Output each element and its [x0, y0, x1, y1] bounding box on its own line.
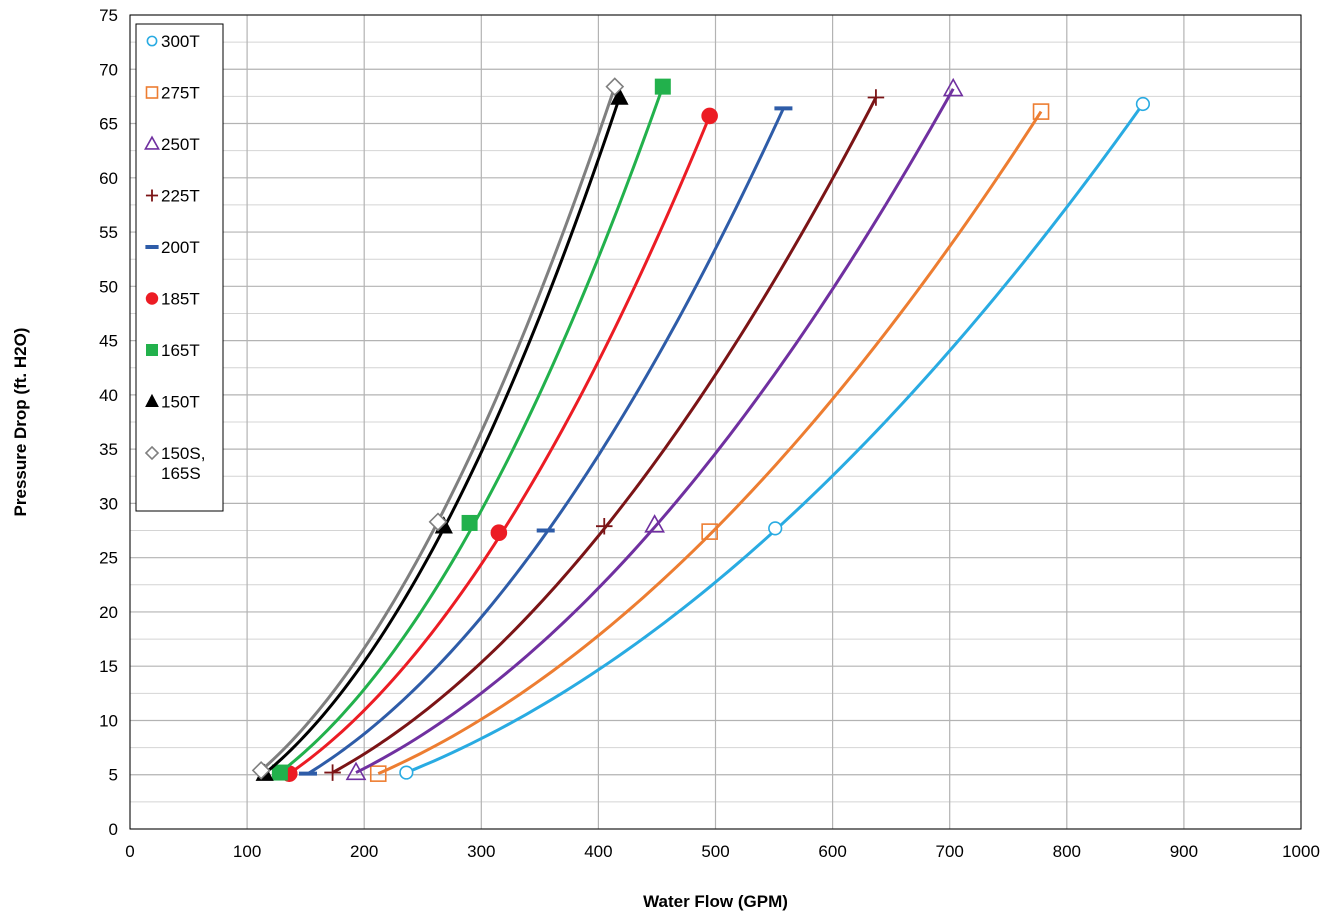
y-tick-label: 15 — [99, 657, 118, 676]
legend-label: 300T — [161, 32, 200, 51]
legend-item: 250T — [144, 135, 200, 154]
data-point — [1135, 96, 1151, 112]
legend-marker — [146, 344, 158, 356]
y-tick-label: 10 — [99, 711, 118, 730]
series-250t — [345, 77, 964, 781]
data-point — [701, 107, 718, 125]
series-line — [377, 110, 1043, 776]
data-point — [251, 761, 271, 780]
x-tick-label: 700 — [936, 842, 964, 861]
legend-marker — [144, 445, 160, 461]
x-axis-tick-labels: 0 100 200 300 400 500 600 700 800 900 1000 — [125, 842, 1320, 861]
data-point — [324, 764, 341, 781]
y-tick-label: 75 — [99, 6, 118, 25]
data-point — [610, 87, 629, 105]
y-tick-label: 20 — [99, 603, 118, 622]
legend-item: 200T — [145, 238, 200, 257]
series-165t — [271, 78, 671, 781]
series-line — [331, 96, 878, 774]
data-point — [596, 517, 613, 535]
data-point — [399, 765, 414, 780]
legend-item: 150S, 165S — [144, 444, 205, 483]
y-tick-label: 60 — [99, 169, 118, 188]
data-point — [345, 761, 367, 781]
legend-marker — [145, 189, 159, 202]
legend-item: 225T — [145, 187, 200, 206]
legend-marker — [145, 292, 159, 305]
series-layer — [251, 77, 1151, 782]
x-tick-label: 900 — [1170, 842, 1198, 861]
series-200t — [298, 106, 793, 776]
y-tick-label: 40 — [99, 386, 118, 405]
y-axis-title: Pressure Drop (ft. H2O) — [11, 328, 30, 517]
series-150s-165s — [251, 77, 625, 780]
legend-box — [135, 23, 224, 512]
data-point — [768, 521, 783, 536]
legend-marker — [146, 35, 158, 47]
series-300t — [399, 96, 1151, 780]
y-tick-label: 70 — [99, 60, 118, 79]
legend-marker — [145, 393, 159, 407]
y-axis-tick-labels: 0 5 10 15 20 25 30 35 40 45 50 55 60 65 70 75 — [99, 6, 118, 839]
legend-label: 200T — [161, 238, 200, 257]
y-tick-label: 45 — [99, 332, 118, 351]
legend-marker — [144, 135, 160, 150]
data-point — [1032, 103, 1050, 120]
legend-label: 150T — [161, 393, 200, 412]
y-tick-label: 50 — [99, 277, 118, 296]
series-275t — [369, 103, 1050, 782]
series-150t — [255, 87, 629, 781]
y-tick-label: 35 — [99, 440, 118, 459]
x-axis-title: Water Flow (GPM) — [643, 892, 788, 911]
x-tick-label: 100 — [233, 842, 261, 861]
legend-item: 150T — [145, 393, 200, 412]
series-line — [288, 115, 712, 775]
legend: 300T 275T 250T 225T 200T 185T 165T 150T 150S, 165… — [135, 23, 224, 512]
legend-label: 150S, 165S — [161, 444, 205, 483]
legend-item: 275T — [145, 84, 200, 103]
plot-area-border — [129, 14, 1302, 830]
series-line — [263, 97, 621, 775]
data-point — [271, 764, 288, 781]
x-tick-label: 1000 — [1282, 842, 1320, 861]
data-point — [461, 514, 478, 531]
x-tick-label: 0 — [125, 842, 134, 861]
legend-label: 165T — [161, 341, 200, 360]
x-tick-label: 200 — [350, 842, 378, 861]
y-tick-label: 0 — [109, 820, 118, 839]
x-tick-label: 600 — [818, 842, 846, 861]
series-225t — [324, 89, 885, 781]
data-point — [654, 78, 671, 95]
series-185t — [280, 107, 718, 782]
legend-label: 225T — [161, 187, 200, 206]
data-point — [644, 514, 665, 533]
series-line — [307, 107, 785, 775]
x-tick-label: 500 — [701, 842, 729, 861]
y-tick-label: 5 — [109, 766, 118, 785]
legend-label: 275T — [161, 84, 200, 103]
data-point — [490, 524, 508, 542]
y-tick-label: 30 — [99, 494, 118, 513]
data-point — [428, 512, 448, 532]
y-tick-label: 65 — [99, 115, 118, 134]
legend-item: 185T — [145, 290, 200, 309]
data-point — [369, 765, 387, 782]
legend-marker — [145, 86, 159, 99]
data-point — [867, 89, 885, 106]
legend-label: 185T — [161, 290, 200, 309]
data-point — [942, 77, 964, 97]
x-tick-label: 300 — [467, 842, 495, 861]
data-point — [701, 523, 718, 540]
y-tick-label: 55 — [99, 223, 118, 242]
data-point — [605, 77, 625, 97]
x-tick-label: 400 — [584, 842, 612, 861]
x-tick-label: 800 — [1053, 842, 1081, 861]
legend-label: 250T — [161, 135, 200, 154]
legend-item: 165T — [146, 341, 200, 360]
series-line — [355, 88, 955, 774]
y-tick-label: 25 — [99, 549, 118, 568]
legend-item: 300T — [146, 32, 200, 51]
